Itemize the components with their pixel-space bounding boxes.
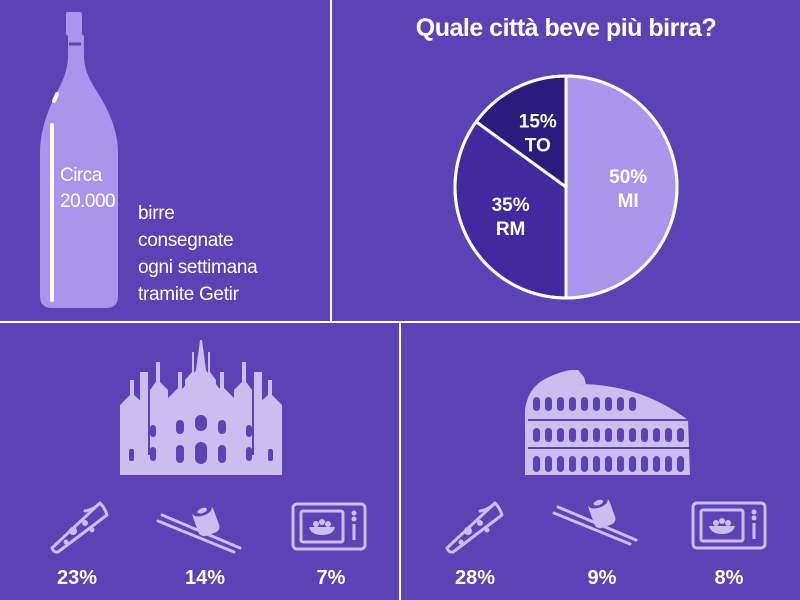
colosseum-arch: [533, 428, 540, 442]
colosseum-arch: [533, 456, 540, 472]
divider-vertical-bottom: [399, 323, 401, 600]
pie-category-label: MI: [618, 191, 639, 212]
colosseum-arch: [569, 456, 576, 472]
colosseum-arch: [545, 397, 552, 411]
description-line: birre: [138, 203, 175, 224]
bottle-stat-line1: Circa: [60, 165, 102, 186]
description-line: tramite Getir: [138, 284, 239, 305]
description-line: consegnate: [138, 230, 234, 251]
chart-title: Quale città beve più birra?: [415, 14, 717, 42]
colosseum-arch: [605, 397, 612, 411]
milano-pizza-stat: 23%: [56, 567, 98, 589]
colosseum-arch: [581, 428, 588, 442]
colosseum-arch: [545, 456, 552, 472]
colosseum-arch: [641, 456, 648, 472]
roma-pizza-stat: 28%: [454, 567, 496, 589]
colosseum-arch: [533, 397, 540, 411]
divider-vertical-top: [330, 0, 332, 323]
colosseum-arch: [677, 456, 684, 472]
pie-value-label: 35%: [492, 195, 530, 216]
colosseum-arch: [593, 456, 600, 472]
pie-value-label: 50%: [609, 167, 647, 188]
colosseum-arch: [665, 428, 672, 442]
colosseum-arch: [641, 428, 648, 442]
colosseum-arch: [617, 428, 624, 442]
milano-microwave-stat: 7%: [316, 567, 346, 589]
colosseum-arch: [605, 428, 612, 442]
bottle-stat-line2: 20.000: [60, 191, 116, 212]
colosseum-arch: [545, 428, 552, 442]
roma-microwave-stat: 8%: [714, 567, 744, 589]
colosseum-arch: [665, 456, 672, 472]
colosseum-arch: [581, 456, 588, 472]
colosseum-arch: [569, 428, 576, 442]
colosseum-arch: [593, 428, 600, 442]
colosseum-arch: [605, 456, 612, 472]
pie-value-label: 15%: [519, 112, 557, 133]
milano-sushi-stat: 14%: [184, 567, 226, 589]
divider-horizontal: [0, 321, 800, 323]
roma-sushi-stat: 9%: [587, 567, 617, 589]
colosseum-arch: [557, 456, 564, 472]
description-line: ogni settimana: [138, 257, 258, 278]
colosseum-arch: [629, 428, 636, 442]
colosseum-arch: [617, 456, 624, 472]
colosseum-arch: [629, 456, 636, 472]
colosseum-arch: [581, 397, 588, 411]
pie-category-label: RM: [496, 219, 526, 240]
bottle-stat-value: Circa 20.000: [60, 163, 116, 215]
colosseum-arch: [653, 428, 660, 442]
colosseum-arch: [569, 397, 576, 411]
colosseum-arch: [677, 428, 684, 442]
pie-category-label: TO: [525, 136, 551, 157]
colosseum-arch: [617, 397, 624, 411]
bottle-stat-description: birre consegnate ogni settimana tramite …: [138, 200, 258, 308]
pie-outline: [453, 74, 679, 300]
colosseum-arch: [593, 397, 600, 411]
colosseum-arch: [629, 397, 636, 411]
colosseum-arch: [653, 456, 660, 472]
colosseum-arch: [557, 428, 564, 442]
colosseum-arch: [557, 397, 564, 411]
